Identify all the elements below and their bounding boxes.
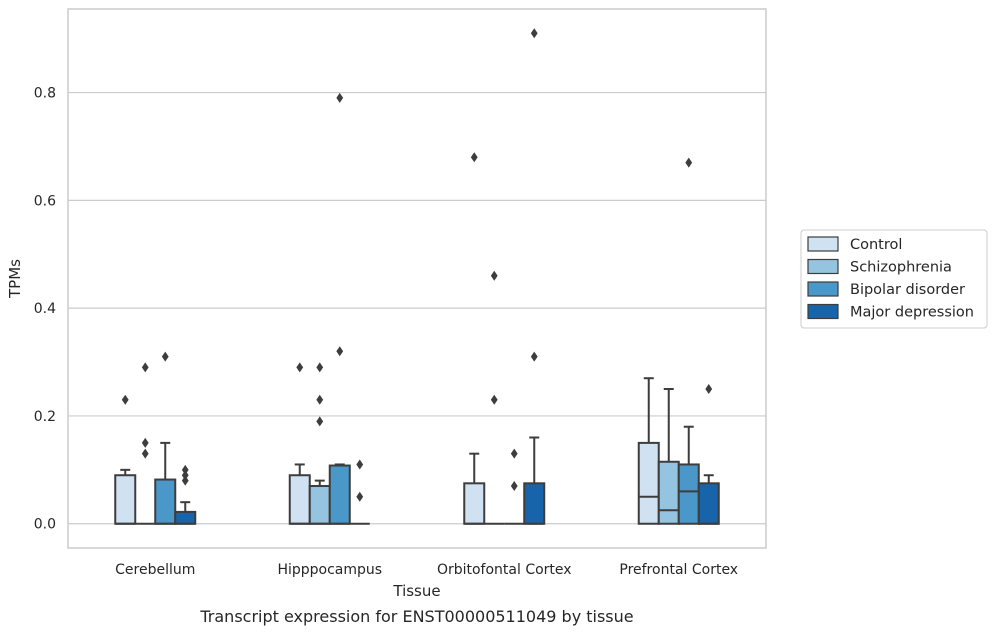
x-tick-label: Orbitofontal Cortex: [437, 562, 572, 578]
grid-lines: [68, 91, 766, 525]
box-0-1: [288, 463, 311, 525]
outlier-point: [356, 491, 364, 502]
outlier-point: [121, 394, 129, 405]
box-body: [308, 485, 331, 525]
box-2-1: [328, 463, 351, 525]
outlier-point: [141, 362, 149, 373]
box-1-1: [308, 479, 331, 525]
outlier-point: [316, 362, 324, 373]
x-axis-label: Tissue: [392, 582, 440, 600]
box-3-3: [697, 474, 720, 525]
box-2-3: [677, 425, 700, 525]
chart-caption: Transcript expression for ENST0000051104…: [199, 607, 633, 626]
box-groups: [114, 377, 720, 525]
outlier-point: [490, 270, 498, 281]
outlier-point: [530, 28, 538, 39]
x-tick-label: Cerebellum: [115, 562, 195, 578]
outlier-point: [181, 470, 189, 481]
outlier-point: [141, 448, 149, 459]
legend-swatch: [807, 258, 839, 275]
box-body: [677, 463, 700, 525]
outlier-point: [296, 362, 304, 373]
box-0-2: [463, 452, 486, 525]
x-tick-label: Prefrontal Cortex: [619, 562, 738, 578]
legend-swatch: [807, 281, 839, 297]
outlier-point: [181, 464, 189, 475]
y-tick-labels: 0.0 0.2 0.4 0.6 0.8: [34, 86, 56, 533]
legend-label: Major depression: [850, 305, 974, 321]
box-body: [328, 464, 351, 525]
box-body: [288, 474, 311, 525]
box-body: [154, 478, 177, 525]
y-tick-label: 0.4: [34, 301, 56, 317]
box-2-0: [154, 441, 177, 525]
outlier-point: [161, 351, 169, 362]
box-body: [114, 474, 137, 525]
legend-swatch: [807, 236, 839, 252]
outlier-point: [336, 92, 344, 103]
y-tick-label: 0.2: [34, 409, 56, 425]
x-tick-labels: Cerebellum Hipppocampus Orbitofontal Corte…: [115, 562, 738, 578]
box-body: [637, 441, 660, 525]
y-tick-label: 0.0: [34, 517, 56, 533]
y-axis-label: TPMs: [6, 259, 24, 299]
y-tick-label: 0.8: [34, 86, 56, 102]
outlier-points: [121, 28, 713, 502]
outlier-point: [336, 346, 344, 357]
legend-label: Schizophrenia: [850, 260, 952, 276]
outlier-point: [470, 152, 478, 163]
legend: Control Schizophrenia Bipolar disorder Majo…: [800, 229, 988, 329]
outlier-point: [316, 394, 324, 405]
box-0-0: [114, 468, 137, 525]
box-3-0: [174, 501, 197, 525]
outlier-point: [356, 459, 364, 470]
outlier-point: [705, 383, 713, 394]
box-body: [523, 482, 546, 525]
outlier-point: [490, 394, 498, 405]
box-3-2: [523, 436, 546, 525]
outlier-point: [510, 481, 518, 492]
y-tick-label: 0.6: [34, 193, 56, 209]
x-tick-label: Hipppocampus: [277, 562, 382, 578]
outlier-point: [316, 416, 324, 427]
plot-frame: [67, 8, 767, 549]
outlier-point: [181, 475, 189, 486]
box-body: [463, 482, 486, 525]
legend-swatch: [807, 303, 839, 320]
outlier-point: [510, 448, 518, 459]
legend-label: Bipolar disorder: [850, 282, 965, 298]
outlier-point: [685, 157, 693, 168]
box-0-3: [637, 377, 660, 525]
outlier-point: [530, 351, 538, 362]
legend-frame: [800, 229, 988, 329]
box-body: [697, 482, 720, 525]
legend-label: Control: [850, 237, 902, 253]
box-body: [174, 510, 197, 525]
outlier-point: [141, 437, 149, 448]
box-body: [657, 460, 680, 525]
box-1-3: [657, 387, 680, 525]
